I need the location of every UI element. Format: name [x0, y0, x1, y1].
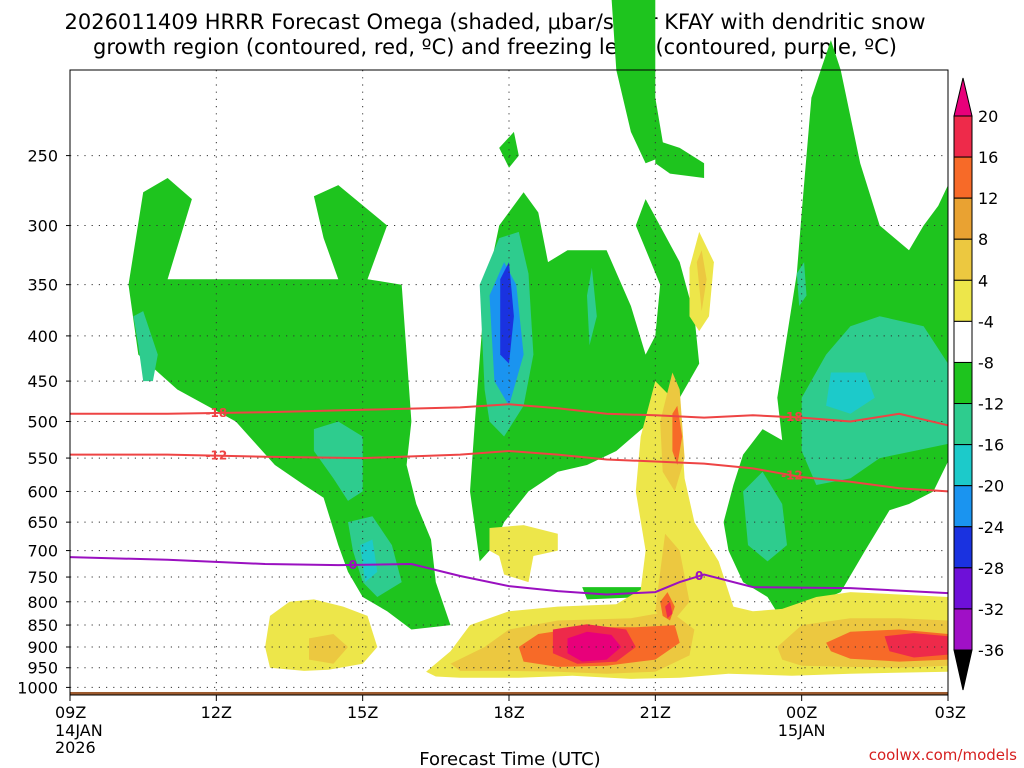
x-tick-label-5: 00Z — [786, 703, 817, 722]
chart-title-line1: 2026011409 HRRR Forecast Omega (shaded, … — [64, 10, 925, 34]
y-tick-label-650: 650 — [27, 513, 58, 532]
colorbar-seg-8 — [953, 444, 973, 487]
colorbar-seg-12 — [953, 608, 973, 651]
y-tick-label-350: 350 — [27, 276, 58, 295]
contour-line-1 — [70, 449, 949, 493]
colorbar-seg-10 — [953, 526, 973, 569]
omega-green-region-1 — [128, 178, 451, 630]
y-tick-label-300: 300 — [27, 217, 58, 236]
y-tick-label-800: 800 — [27, 593, 58, 612]
colorbar-label-5: -4 — [978, 312, 994, 331]
x-tick-sub1-5: 15JAN — [778, 721, 826, 740]
contour-line-0 — [70, 403, 949, 427]
omega-gold-3 — [696, 250, 707, 312]
omega-yellow-3 — [489, 525, 558, 583]
x-tick-sub1-0: 14JAN — [55, 721, 103, 740]
colorbar-label-13: -36 — [978, 641, 1004, 660]
colorbar-label-12: -32 — [978, 600, 1004, 619]
colorbar-label-0: 20 — [978, 107, 998, 126]
x-tick-label-3: 18Z — [493, 703, 524, 722]
omega-green-region-5 — [655, 139, 705, 178]
omega-red-3 — [665, 601, 673, 619]
omega-yellow-2 — [426, 381, 949, 679]
x-tick-sub2-0: 2026 — [55, 738, 96, 757]
colorbar: 20 16 12 8 4 -4 -8 -12 -16 -20 -24 -28 -32 -36 — [953, 77, 1004, 691]
colorbar-seg-11 — [953, 567, 973, 610]
omega-orange-4 — [672, 405, 683, 465]
colorbar-seg-1 — [953, 156, 973, 199]
x-tick-label-1: 12Z — [201, 703, 232, 722]
colorbar-label-11: -28 — [978, 559, 1004, 578]
contour-label-1-1: -12 — [781, 468, 803, 482]
y-axis-ticks: 250 300 350 400 450 500 550 600 650 700 750 800 850 9… — [17, 147, 70, 697]
plot-area: -18 -18 -12 -12 0 0 — [69, 0, 949, 696]
y-tick-label-700: 700 — [27, 542, 58, 561]
colorbar-seg-3 — [953, 238, 973, 281]
colorbar-label-7: -12 — [978, 395, 1004, 414]
colorbar-top-arrow — [953, 77, 973, 117]
colorbar-label-1: 16 — [978, 148, 998, 167]
colorbar-label-2: 12 — [978, 189, 998, 208]
colorbar-seg-0 — [953, 115, 973, 158]
x-axis-label: Forecast Time (UTC) — [419, 749, 600, 768]
omega-teal-7 — [587, 267, 597, 346]
y-tick-label-550: 550 — [27, 449, 58, 468]
colorbar-label-3: 8 — [978, 230, 988, 249]
y-tick-label-600: 600 — [27, 482, 58, 501]
y-tick-label-950: 950 — [27, 659, 58, 678]
y-tick-label-250: 250 — [27, 147, 58, 166]
colorbar-seg-9 — [953, 485, 973, 528]
omega-darkblue-1 — [500, 262, 514, 364]
contour-label-1-0: -12 — [205, 449, 227, 463]
omega-yellow-1 — [265, 599, 378, 671]
credit-text[interactable]: coolwx.com/models — [869, 746, 1017, 764]
y-tick-label-850: 850 — [27, 616, 58, 635]
chart-title-line2: growth region (contoured, red, ºC) and f… — [93, 35, 897, 59]
x-tick-label-2: 15Z — [347, 703, 378, 722]
colorbar-label-4: 4 — [978, 271, 988, 290]
colorbar-seg-5 — [953, 320, 973, 363]
colorbar-seg-7 — [953, 403, 973, 446]
contour-line-2 — [69, 556, 949, 596]
y-tick-label-500: 500 — [27, 413, 58, 432]
omega-teal-2 — [313, 421, 363, 501]
colorbar-seg-2 — [953, 197, 973, 240]
contour-label-2-0: 0 — [349, 558, 357, 572]
y-tick-label-450: 450 — [27, 372, 58, 391]
y-tick-label-900: 900 — [27, 638, 58, 657]
omega-teal-8 — [796, 262, 807, 306]
omega-red-2 — [884, 633, 948, 658]
colorbar-seg-4 — [953, 279, 973, 322]
y-tick-label-750: 750 — [27, 568, 58, 587]
x-tick-label-4: 21Z — [640, 703, 671, 722]
omega-teal-5 — [743, 471, 787, 562]
omega-teal-4 — [801, 316, 948, 485]
colorbar-seg-6 — [953, 361, 973, 405]
colorbar-label-9: -20 — [978, 477, 1004, 496]
colorbar-label-8: -16 — [978, 436, 1004, 455]
omega-cyan-1 — [826, 372, 875, 414]
omega-green-region-4 — [611, 0, 666, 164]
omega-magenta-1 — [567, 631, 622, 662]
omega-teal-1 — [133, 311, 158, 382]
contour-label-2-1: 0 — [695, 569, 703, 583]
x-tick-label-0: 09Z — [55, 703, 86, 722]
colorbar-label-6: -8 — [978, 353, 994, 372]
contour-label-0-0: -18 — [205, 406, 227, 420]
colorbar-label-10: -24 — [978, 518, 1004, 537]
omega-green-region-3 — [723, 40, 948, 621]
x-tick-label-6: 03Z — [935, 703, 966, 722]
y-tick-label-400: 400 — [27, 327, 58, 346]
y-tick-label-1000: 1000 — [17, 678, 58, 697]
ground-surface — [70, 691, 948, 695]
contour-label-0-1: -18 — [781, 410, 803, 424]
omega-gold-4 — [309, 634, 348, 664]
colorbar-bottom-arrow — [953, 649, 973, 691]
